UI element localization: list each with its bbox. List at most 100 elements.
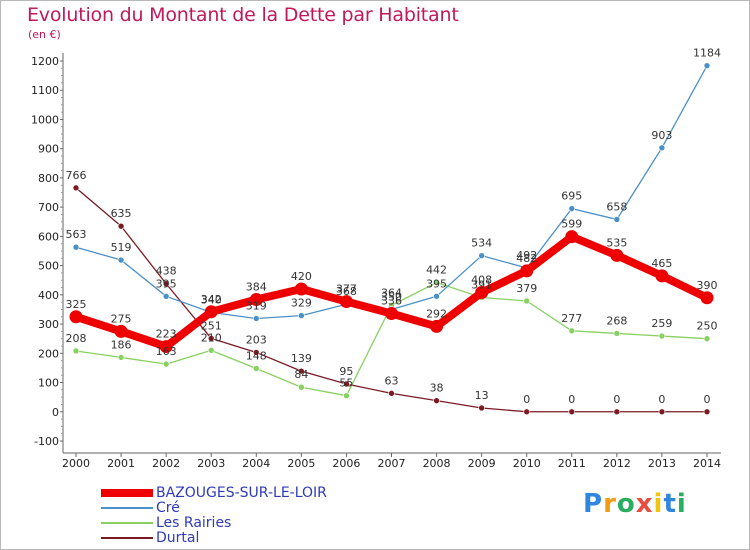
data-point <box>433 293 440 300</box>
data-label: 903 <box>651 129 672 142</box>
data-point <box>433 397 440 404</box>
data-label: 329 <box>291 297 312 310</box>
data-label: 395 <box>426 277 447 290</box>
data-label: 0 <box>523 393 530 406</box>
data-label: 0 <box>568 393 575 406</box>
data-label: 391 <box>471 278 492 291</box>
y-tick-label: 500 <box>38 260 59 273</box>
data-point <box>162 280 170 288</box>
data-point <box>298 383 305 391</box>
x-tick-label: 2007 <box>378 457 406 470</box>
data-label: 38 <box>430 382 444 395</box>
data-label: 84 <box>294 368 308 381</box>
x-tick-label: 2005 <box>287 457 315 470</box>
x-tick-label: 2002 <box>152 457 180 470</box>
data-label: 635 <box>111 207 132 220</box>
data-label: 0 <box>613 393 620 406</box>
data-point <box>117 354 125 361</box>
data-label: 275 <box>111 312 132 325</box>
x-tick-label: 2012 <box>603 457 631 470</box>
logo-letter: i <box>653 489 664 519</box>
legend-swatch <box>101 489 153 497</box>
data-label: 408 <box>471 274 492 287</box>
data-point <box>475 286 489 300</box>
legend-label: Les Rairies <box>156 515 232 531</box>
x-tick-label: 2014 <box>693 457 721 470</box>
data-point <box>568 408 576 416</box>
data-label: 420 <box>291 270 312 283</box>
data-label: 1184 <box>693 47 721 60</box>
data-point <box>658 408 666 416</box>
y-tick-label: -100 <box>34 435 59 448</box>
data-point <box>520 264 534 278</box>
data-label: 535 <box>606 236 627 249</box>
data-label: 250 <box>697 320 718 333</box>
data-point <box>658 332 666 340</box>
data-label: 163 <box>156 345 177 358</box>
data-label: 210 <box>201 331 222 344</box>
data-point <box>703 62 711 69</box>
data-label: 465 <box>651 257 672 270</box>
data-label: 268 <box>606 314 627 327</box>
data-point <box>478 404 485 412</box>
data-label: 492 <box>516 249 537 262</box>
data-point <box>568 327 576 335</box>
logo-letter: P <box>583 489 604 519</box>
data-label: 251 <box>201 319 222 332</box>
legend-swatch <box>101 537 153 539</box>
chart-title: Evolution du Montant de la Dette par Hab… <box>27 4 459 26</box>
data-label: 186 <box>111 338 132 351</box>
data-point <box>114 324 128 338</box>
data-label: 95 <box>339 365 353 378</box>
data-point <box>613 330 621 337</box>
x-tick-label: 2004 <box>242 457 270 470</box>
legend-label: Durtal <box>156 530 200 546</box>
logo-letter: o <box>616 489 636 519</box>
data-label: 379 <box>516 282 537 295</box>
data-label: 63 <box>385 374 399 387</box>
data-labels: 3252752233423844203773362924084825995354… <box>66 47 722 406</box>
data-point <box>700 291 714 305</box>
data-point <box>298 367 305 375</box>
data-point <box>478 252 485 259</box>
data-label: 139 <box>291 352 312 365</box>
data-label: 292 <box>426 307 447 320</box>
legend-item: BAZOUGES-SUR-LE-LOIR <box>101 485 401 501</box>
data-label: 599 <box>561 218 582 231</box>
data-point <box>523 408 531 416</box>
data-label: 368 <box>336 285 357 298</box>
data-point <box>610 248 624 262</box>
logo-letter: x <box>635 489 654 519</box>
data-point <box>159 340 173 354</box>
data-point <box>703 408 711 416</box>
data-label: 340 <box>201 293 222 306</box>
logo-letter: i <box>676 489 687 519</box>
data-point <box>658 144 666 152</box>
data-point <box>162 293 170 300</box>
legend-swatch <box>101 522 153 524</box>
data-point <box>72 184 80 192</box>
data-label: 0 <box>658 393 665 406</box>
data-label: 438 <box>156 265 177 278</box>
proxiti-logo: Proxiti <box>583 489 687 519</box>
legend-item: Les Rairies <box>101 515 401 531</box>
legend-item: Cré <box>101 500 401 516</box>
data-label: 766 <box>66 169 87 182</box>
legend-swatch <box>101 507 153 509</box>
legend-label: Cré <box>156 500 180 516</box>
x-tick-label: 2008 <box>423 457 451 470</box>
x-tick-label: 2013 <box>648 457 676 470</box>
x-tick-label: 2009 <box>468 457 496 470</box>
data-label: 325 <box>66 298 87 311</box>
data-point <box>655 269 669 283</box>
data-label: 277 <box>561 312 582 325</box>
data-label: 364 <box>381 286 402 299</box>
data-point <box>252 349 260 356</box>
data-label: 384 <box>246 281 267 294</box>
data-point <box>523 297 531 305</box>
data-label: 350 <box>381 290 402 303</box>
y-tick-label: 1200 <box>31 55 59 68</box>
data-point <box>117 256 125 264</box>
